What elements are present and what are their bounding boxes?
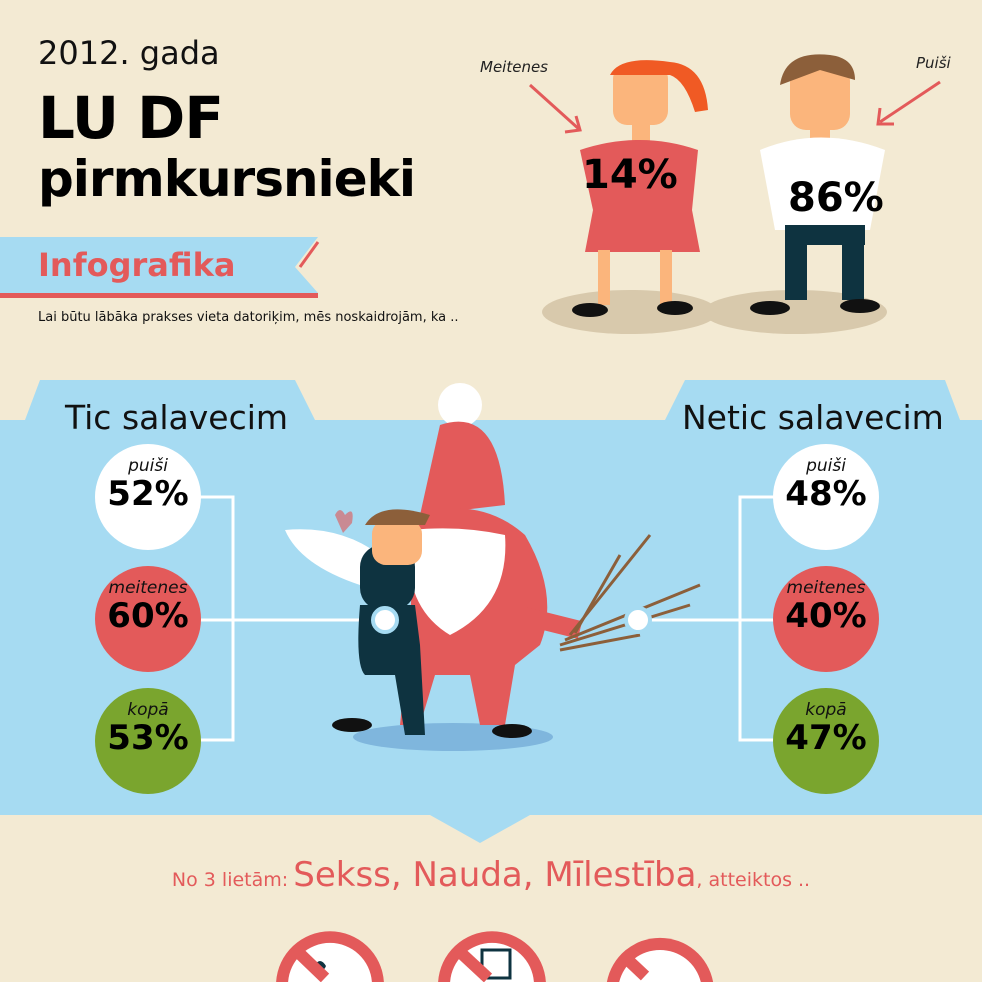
not-believe-title: Netic salavecim <box>682 398 944 437</box>
circle-value: 47% <box>785 718 867 758</box>
girls-label: Meitenes <box>480 58 548 76</box>
circle-value: 40% <box>785 596 867 636</box>
year-heading: 2012. gada <box>38 34 220 72</box>
circle-value: 52% <box>107 474 189 514</box>
believe-title: Tic salavecim <box>65 398 289 437</box>
bottom-prefix: No 3 lietām: <box>171 869 289 891</box>
santa-section-background <box>0 380 982 843</box>
circle-value: 53% <box>107 718 189 758</box>
bottom-question: No 3 lietām: Sekss, Nauda, Mīlestība, at… <box>0 855 982 895</box>
boys-label: Puiši <box>916 54 951 72</box>
lead-text: Lai būtu lābāka prakses vieta datoriķim,… <box>38 310 459 325</box>
believe-boys-circle: puiši 52% <box>95 444 201 550</box>
circle-label: kopā <box>805 700 847 720</box>
boys-percent: 86% <box>788 175 884 221</box>
girls-percent: 14% <box>582 152 678 198</box>
circle-label: puiši <box>806 456 846 476</box>
ribbon-label: Infografika <box>38 246 236 284</box>
not-believe-boys-circle: puiši 48% <box>773 444 879 550</box>
ribbon-banner <box>0 237 320 298</box>
prohibited-icons <box>276 931 714 982</box>
believe-total-circle: kopā 53% <box>95 688 201 794</box>
believe-girls-circle: meitenes 60% <box>95 566 201 672</box>
gender-figures-illustration <box>528 54 941 334</box>
circle-label: meitenes <box>108 578 188 598</box>
not-believe-girls-circle: meitenes 40% <box>773 566 879 672</box>
circle-label: meitenes <box>786 578 866 598</box>
not-believe-total-circle: kopā 47% <box>773 688 879 794</box>
circle-label: kopā <box>127 700 169 720</box>
no-sex-icon <box>276 931 384 982</box>
circle-label: puiši <box>128 456 168 476</box>
bottom-items: Sekss, Nauda, Mīlestība <box>293 855 697 895</box>
circle-value: 48% <box>785 474 867 514</box>
no-money-icon <box>438 931 546 982</box>
bottom-suffix: , atteiktos .. <box>696 869 811 891</box>
circle-value: 60% <box>107 596 189 636</box>
title-line-1: LU DF <box>38 84 224 152</box>
no-love-icon <box>606 937 714 982</box>
title-line-2: pirmkursnieki <box>38 150 416 208</box>
